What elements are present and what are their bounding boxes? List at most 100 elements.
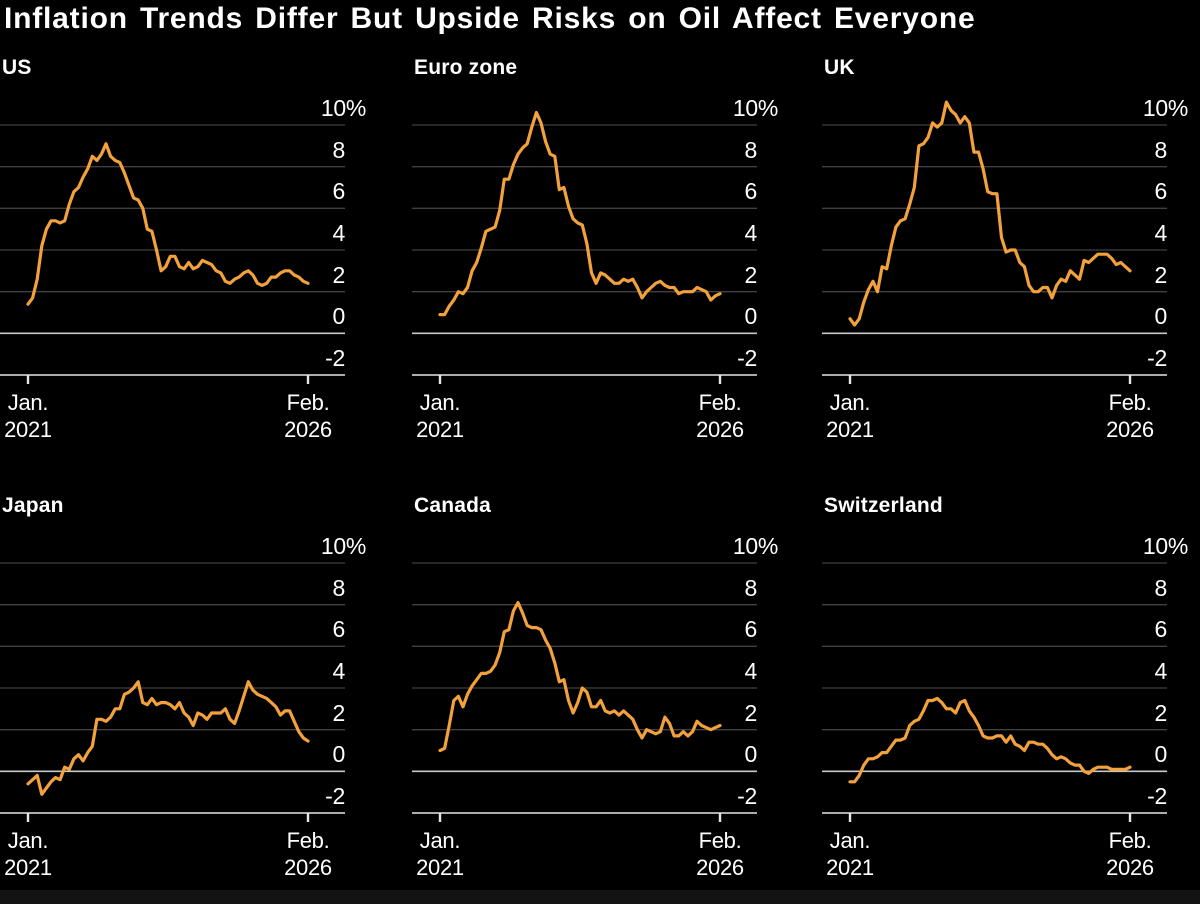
plot-area-japan (0, 535, 368, 831)
y-axis-label: 6 (332, 178, 346, 205)
y-axis-label: -2 (1147, 783, 1167, 809)
x-axis-label: Jan. 2021 (416, 827, 464, 881)
chart-plot (822, 562, 1167, 822)
x-axis-label: Feb. 2026 (284, 389, 332, 443)
chart-panel-japan: Japan 10% 8 6 4 2 0 -2 Jan. 2021 Feb. 2026 (0, 490, 368, 892)
x-axis-label-line: Jan. (419, 390, 461, 415)
x-axis-label-line: Feb. (698, 828, 742, 853)
y-axis-label: 8 (744, 574, 758, 601)
y-axis-label: 6 (1154, 616, 1168, 643)
y-axis-label: 0 (1154, 741, 1168, 768)
y-axis-label: -2 (737, 783, 757, 809)
x-axis-label-line: Jan. (7, 828, 49, 853)
footer-strip (0, 890, 1200, 904)
panel-title-switzerland: Switzerland (824, 494, 943, 517)
plot-area-us (0, 97, 368, 393)
y-axis-label: 6 (1154, 178, 1168, 205)
x-axis-label-line: 2026 (1106, 417, 1154, 442)
x-axis-label: Jan. 2021 (416, 389, 464, 443)
y-axis-label: 4 (1154, 220, 1168, 246)
y-axis-label: 8 (744, 136, 758, 163)
x-axis-label: Feb. 2026 (696, 827, 744, 881)
y-axis-label: 2 (1154, 699, 1168, 726)
panel-title-us: US (2, 56, 32, 79)
x-axis-label: Feb. 2026 (1106, 827, 1154, 881)
y-axis-label: -2 (325, 345, 345, 371)
x-axis-label: Feb. 2026 (284, 827, 332, 881)
x-axis-label-line: 2026 (284, 417, 332, 442)
x-axis-label-line: Jan. (419, 828, 461, 853)
y-axis-label: 8 (1154, 574, 1168, 601)
x-axis-label-line: 2026 (284, 855, 332, 880)
y-axis-label: 4 (744, 658, 758, 684)
inflation-line (438, 110, 722, 317)
x-axis-label-line: 2026 (696, 417, 744, 442)
x-axis-label-line: Feb. (286, 828, 330, 853)
y-axis-label: 6 (744, 616, 758, 643)
x-axis-label-line: 2021 (4, 855, 52, 880)
y-axis-label: 0 (1154, 303, 1168, 330)
chart-plot (0, 562, 345, 822)
chart-plot (0, 124, 345, 384)
panel-title-uk: UK (824, 56, 855, 79)
x-axis-label-line: 2021 (416, 417, 464, 442)
y-axis-label: 2 (744, 261, 758, 288)
x-axis-label: Jan. 2021 (4, 827, 52, 881)
x-axis-label: Jan. 2021 (826, 389, 874, 443)
x-axis-label-line: 2026 (1106, 855, 1154, 880)
plot-area-euro-zone (412, 97, 780, 393)
y-axis-label: 0 (332, 741, 346, 768)
y-axis-label: 10% (732, 95, 778, 121)
y-axis-label: 10% (1142, 95, 1188, 121)
y-axis-label: 4 (332, 220, 346, 246)
x-axis-label: Feb. 2026 (1106, 389, 1154, 443)
y-axis-label: -2 (737, 345, 757, 371)
chart-panel-canada: Canada 10% 8 6 4 2 0 -2 Jan. 2021 Feb. 2026 (412, 490, 780, 892)
y-axis-label: 2 (1154, 261, 1168, 288)
x-axis-label-line: 2026 (696, 855, 744, 880)
x-axis-label: Jan. 2021 (4, 389, 52, 443)
y-axis-label: 10% (732, 533, 778, 559)
x-axis-label-line: 2021 (826, 417, 874, 442)
y-axis-label: 2 (332, 261, 346, 288)
y-axis-label: 8 (1154, 136, 1168, 163)
inflation-line (26, 680, 310, 796)
x-axis-label-line: Jan. (829, 828, 871, 853)
plot-area-canada (412, 535, 780, 831)
x-axis-label-line: 2021 (416, 855, 464, 880)
chart-panel-euro-zone: Euro zone 10% 8 6 4 2 0 -2 Jan. 2021 Feb. 2026 (412, 52, 780, 454)
y-axis-label: 4 (1154, 658, 1168, 684)
x-axis-label-line: 2021 (826, 855, 874, 880)
y-axis-label: 4 (744, 220, 758, 246)
y-axis-label: 2 (744, 699, 758, 726)
x-axis-label-line: 2021 (4, 417, 52, 442)
chart-plot (412, 562, 757, 822)
chart-title: Inflation Trends Differ But Upside Risks… (4, 2, 976, 35)
x-axis-label-line: Feb. (1108, 828, 1152, 853)
y-axis-label: 10% (1142, 533, 1188, 559)
chart-plot (822, 100, 1167, 384)
panel-title-euro-zone: Euro zone (414, 56, 518, 79)
panel-title-japan: Japan (2, 494, 64, 517)
y-axis-label: 0 (332, 303, 346, 330)
chart-panel-us: US 10% 8 6 4 2 0 -2 Jan. 2021 Feb. 2026 (0, 52, 368, 454)
x-axis-label: Feb. 2026 (696, 389, 744, 443)
x-axis-label-line: Feb. (286, 390, 330, 415)
x-axis-label-line: Jan. (7, 390, 49, 415)
plot-area-switzerland (822, 535, 1190, 831)
chart-panel-uk: UK 10% 8 6 4 2 0 -2 Jan. 2021 Feb. 2026 (822, 52, 1190, 454)
y-axis-label: 2 (332, 699, 346, 726)
y-axis-label: 4 (332, 658, 346, 684)
y-axis-label: 8 (332, 574, 346, 601)
plot-area-uk (822, 97, 1190, 393)
x-axis-label-line: Jan. (829, 390, 871, 415)
x-axis-label-line: Feb. (1108, 390, 1152, 415)
y-axis-label: 0 (744, 303, 758, 330)
inflation-line (26, 142, 310, 306)
chart-plot (412, 110, 757, 384)
y-axis-label: 6 (744, 178, 758, 205)
y-axis-label: 8 (332, 136, 346, 163)
inflation-line (438, 601, 722, 753)
y-axis-label: 0 (744, 741, 758, 768)
